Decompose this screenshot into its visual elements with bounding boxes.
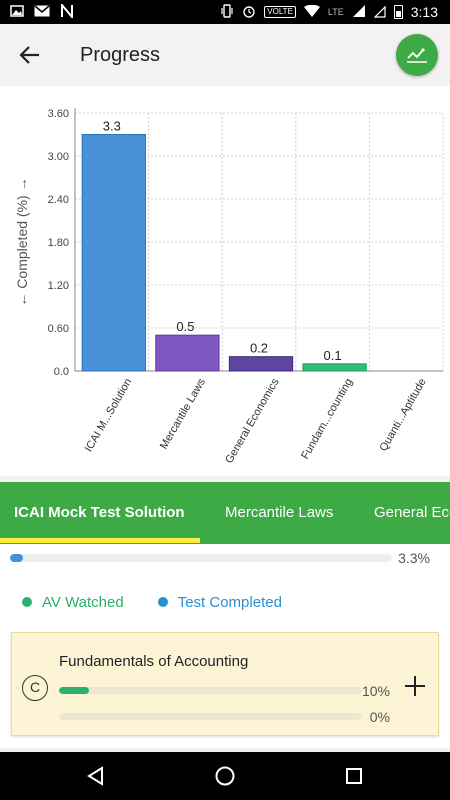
- bar-general-economics: [228, 356, 294, 372]
- back-button[interactable]: [0, 24, 60, 86]
- alarm-icon: [242, 4, 256, 21]
- arrow-left-icon: [19, 46, 39, 64]
- lte-indicator: LTE: [327, 7, 344, 17]
- system-nav-bar: [0, 752, 450, 800]
- test-completed-value: 0%: [369, 709, 390, 725]
- status-bar: VOLTE LTE 3:13: [0, 0, 450, 24]
- bar-icai-m-solution: [81, 134, 146, 372]
- page-title: Progress: [80, 43, 161, 66]
- clock: 3:13: [410, 4, 438, 20]
- overall-progress-value: 3.3%: [398, 550, 430, 566]
- bar-chart: 0.0 0.60 1.20 1.80 2.40 3.00 3.60 ← Completed (…: [14, 108, 444, 466]
- back-triangle-icon: [87, 766, 103, 786]
- y-axis-title: ← Completed (%) →: [14, 177, 30, 306]
- gallery-icon: [10, 4, 24, 21]
- nav-recents-button[interactable]: [342, 764, 366, 788]
- y-tick-label: 2.40: [48, 194, 69, 206]
- y-tick-label: 3.60: [48, 108, 69, 120]
- y-tick-label: 1.80: [48, 237, 69, 249]
- x-tick-label: General Economics: [223, 376, 282, 466]
- av-watched-value: 10%: [361, 683, 390, 699]
- x-tick-label: ICAI M...Solution: [83, 377, 135, 454]
- tab-indicator: [0, 538, 200, 543]
- overall-progress-fill: [10, 554, 23, 562]
- nav-back-button[interactable]: [84, 764, 108, 788]
- section-divider: [0, 476, 450, 482]
- bar-fundam-counting: [302, 363, 367, 372]
- app-bar: Progress: [0, 24, 450, 86]
- expand-button[interactable]: [400, 671, 430, 701]
- n-app-icon: [60, 1, 74, 21]
- y-tick-label: 0.0: [54, 366, 69, 378]
- y-tick-label: 0.60: [48, 323, 69, 335]
- legend-av-watched: AV Watched: [22, 594, 124, 611]
- signal-icon: [352, 4, 366, 21]
- legend-label: Test Completed: [177, 593, 282, 611]
- y-tick-label: 1.20: [48, 280, 69, 292]
- progress-legend: AV Watched Test Completed: [22, 592, 316, 612]
- bar-value-label: 0.1: [324, 348, 342, 363]
- gmail-icon: [34, 4, 50, 20]
- subject-tabs: ICAI Mock Test Solution Mercantile Laws …: [0, 482, 450, 544]
- system-icons: VOLTE LTE 3:13: [220, 3, 450, 21]
- subject-badge: C: [22, 675, 48, 701]
- x-tick-label: Quanti...Aptitude: [377, 377, 428, 454]
- overall-progress: 3.3%: [0, 544, 450, 574]
- trend-chart-button[interactable]: [396, 34, 438, 76]
- recents-square-icon: [346, 768, 362, 784]
- wifi-icon: [303, 4, 320, 20]
- x-tick-label: Fundam...counting: [299, 377, 355, 462]
- test-completed-dot: [157, 597, 168, 607]
- subject-card[interactable]: C Fundamentals of Accounting 10% 0%: [11, 632, 439, 736]
- test-completed-track: [59, 713, 362, 720]
- tab-icai-mock-test-solution[interactable]: ICAI Mock Test Solution: [14, 504, 185, 521]
- subject-title: Fundamentals of Accounting: [59, 653, 249, 670]
- home-circle-icon: [215, 766, 235, 786]
- x-tick-label: Mercantile Laws: [158, 376, 208, 451]
- battery-icon: [393, 5, 403, 19]
- volte-indicator: VOLTE: [264, 6, 296, 18]
- plus-icon: [405, 676, 425, 696]
- av-watched-dot: [22, 597, 32, 607]
- bar-value-label: 3.3: [103, 119, 121, 134]
- y-tick-label: 3.00: [48, 151, 69, 163]
- av-watched-track: [59, 687, 362, 694]
- notification-icons: [0, 1, 74, 21]
- tab-general-economics[interactable]: General Economics: [374, 504, 450, 521]
- legend-test-completed: Test Completed: [157, 593, 282, 611]
- tab-mercantile-laws[interactable]: Mercantile Laws: [225, 504, 334, 521]
- vibrate-icon: [220, 3, 234, 21]
- bar-value-label: 0.2: [250, 341, 268, 356]
- content-bottom-edge: [0, 748, 450, 752]
- overall-progress-track: [10, 554, 392, 562]
- legend-label: AV Watched: [42, 593, 124, 611]
- nav-home-button[interactable]: [213, 764, 237, 788]
- signal-2-icon: [373, 4, 386, 21]
- bar-mercantile-laws: [155, 334, 220, 372]
- trend-chart-icon: [407, 48, 427, 63]
- progress-chart: 0.0 0.60 1.20 1.80 2.40 3.00 3.60 ← Completed (…: [0, 86, 450, 476]
- av-watched-fill: [59, 687, 90, 694]
- bar-value-label: 0.5: [176, 319, 194, 334]
